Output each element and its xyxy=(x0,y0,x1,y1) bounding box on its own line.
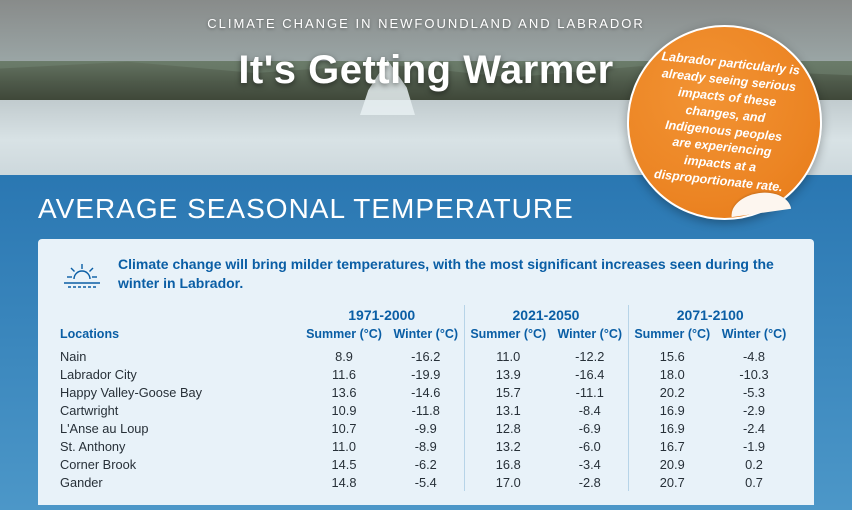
value-cell: 15.6 xyxy=(628,347,716,365)
value-cell: -4.8 xyxy=(716,347,792,365)
location-cell: Labrador City xyxy=(60,365,300,383)
intro-text: Climate change will bring milder tempera… xyxy=(118,255,792,293)
value-cell: -16.4 xyxy=(552,365,628,383)
col-summer-3: Summer (°C) xyxy=(628,325,716,347)
value-cell: -2.4 xyxy=(716,419,792,437)
value-cell: 10.7 xyxy=(300,419,388,437)
table-row: Corner Brook14.5-6.216.8-3.420.90.2 xyxy=(60,455,792,473)
period-1: 1971-2000 xyxy=(300,305,464,325)
table-row: Cartwright10.9-11.813.1-8.416.9-2.9 xyxy=(60,401,792,419)
location-cell: L'Anse au Loup xyxy=(60,419,300,437)
table-panel: Climate change will bring milder tempera… xyxy=(38,239,814,505)
value-cell: 13.9 xyxy=(464,365,552,383)
value-cell: 16.9 xyxy=(628,419,716,437)
value-cell: 16.8 xyxy=(464,455,552,473)
value-cell: -6.2 xyxy=(388,455,464,473)
location-cell: Nain xyxy=(60,347,300,365)
value-cell: -6.9 xyxy=(552,419,628,437)
table-subheader-row: Locations Summer (°C) Winter (°C) Summer… xyxy=(60,325,792,347)
value-cell: -5.4 xyxy=(388,473,464,491)
table-row: Nain8.9-16.211.0-12.215.6-4.8 xyxy=(60,347,792,365)
value-cell: 16.7 xyxy=(628,437,716,455)
value-cell: 0.7 xyxy=(716,473,792,491)
value-cell: -16.2 xyxy=(388,347,464,365)
value-cell: -3.4 xyxy=(552,455,628,473)
table-period-row: 1971-2000 2021-2050 2071-2100 xyxy=(60,305,792,325)
value-cell: 10.9 xyxy=(300,401,388,419)
period-2: 2021-2050 xyxy=(464,305,628,325)
col-winter-3: Winter (°C) xyxy=(716,325,792,347)
value-cell: -8.9 xyxy=(388,437,464,455)
value-cell: 12.8 xyxy=(464,419,552,437)
value-cell: 11.6 xyxy=(300,365,388,383)
table-row: L'Anse au Loup10.7-9.912.8-6.916.9-2.4 xyxy=(60,419,792,437)
value-cell: 13.1 xyxy=(464,401,552,419)
table-row: St. Anthony11.0-8.913.2-6.016.7-1.9 xyxy=(60,437,792,455)
value-cell: 16.9 xyxy=(628,401,716,419)
table-row: Gander14.8-5.417.0-2.820.70.7 xyxy=(60,473,792,491)
value-cell: 8.9 xyxy=(300,347,388,365)
location-cell: Gander xyxy=(60,473,300,491)
value-cell: 20.7 xyxy=(628,473,716,491)
value-cell: -6.0 xyxy=(552,437,628,455)
value-cell: 14.5 xyxy=(300,455,388,473)
col-summer-2: Summer (°C) xyxy=(464,325,552,347)
value-cell: 17.0 xyxy=(464,473,552,491)
value-cell: -8.4 xyxy=(552,401,628,419)
value-cell: 14.8 xyxy=(300,473,388,491)
value-cell: -9.9 xyxy=(388,419,464,437)
location-cell: Corner Brook xyxy=(60,455,300,473)
value-cell: -14.6 xyxy=(388,383,464,401)
temperature-section: AVERAGE SEASONAL TEMPERATURE xyxy=(0,175,852,510)
value-cell: 11.0 xyxy=(464,347,552,365)
col-winter-1: Winter (°C) xyxy=(388,325,464,347)
col-summer-1: Summer (°C) xyxy=(300,325,388,347)
col-winter-2: Winter (°C) xyxy=(552,325,628,347)
table-row: Happy Valley-Goose Bay13.6-14.615.7-11.1… xyxy=(60,383,792,401)
period-3: 2071-2100 xyxy=(628,305,792,325)
sticker-circle: Labrador particularly is already seeing … xyxy=(627,25,822,220)
value-cell: 13.6 xyxy=(300,383,388,401)
value-cell: 11.0 xyxy=(300,437,388,455)
table-row: Labrador City11.6-19.913.9-16.418.0-10.3 xyxy=(60,365,792,383)
intro-row: Climate change will bring milder tempera… xyxy=(60,255,792,295)
locations-header: Locations xyxy=(60,325,300,347)
value-cell: -2.9 xyxy=(716,401,792,419)
value-cell: 15.7 xyxy=(464,383,552,401)
value-cell: -12.2 xyxy=(552,347,628,365)
value-cell: -10.3 xyxy=(716,365,792,383)
value-cell: -5.3 xyxy=(716,383,792,401)
location-cell: St. Anthony xyxy=(60,437,300,455)
value-cell: -1.9 xyxy=(716,437,792,455)
sticker-text: Labrador particularly is already seeing … xyxy=(648,48,800,197)
value-cell: 0.2 xyxy=(716,455,792,473)
value-cell: 13.2 xyxy=(464,437,552,455)
location-cell: Cartwright xyxy=(60,401,300,419)
value-cell: 20.2 xyxy=(628,383,716,401)
value-cell: -2.8 xyxy=(552,473,628,491)
value-cell: -19.9 xyxy=(388,365,464,383)
temperature-table: 1971-2000 2021-2050 2071-2100 Locations … xyxy=(60,305,792,491)
table-body: Nain8.9-16.211.0-12.215.6-4.8Labrador Ci… xyxy=(60,347,792,491)
value-cell: 18.0 xyxy=(628,365,716,383)
callout-sticker: Labrador particularly is already seeing … xyxy=(627,25,822,220)
value-cell: -11.1 xyxy=(552,383,628,401)
location-cell: Happy Valley-Goose Bay xyxy=(60,383,300,401)
value-cell: 20.9 xyxy=(628,455,716,473)
value-cell: -11.8 xyxy=(388,401,464,419)
sun-icon xyxy=(60,255,104,295)
